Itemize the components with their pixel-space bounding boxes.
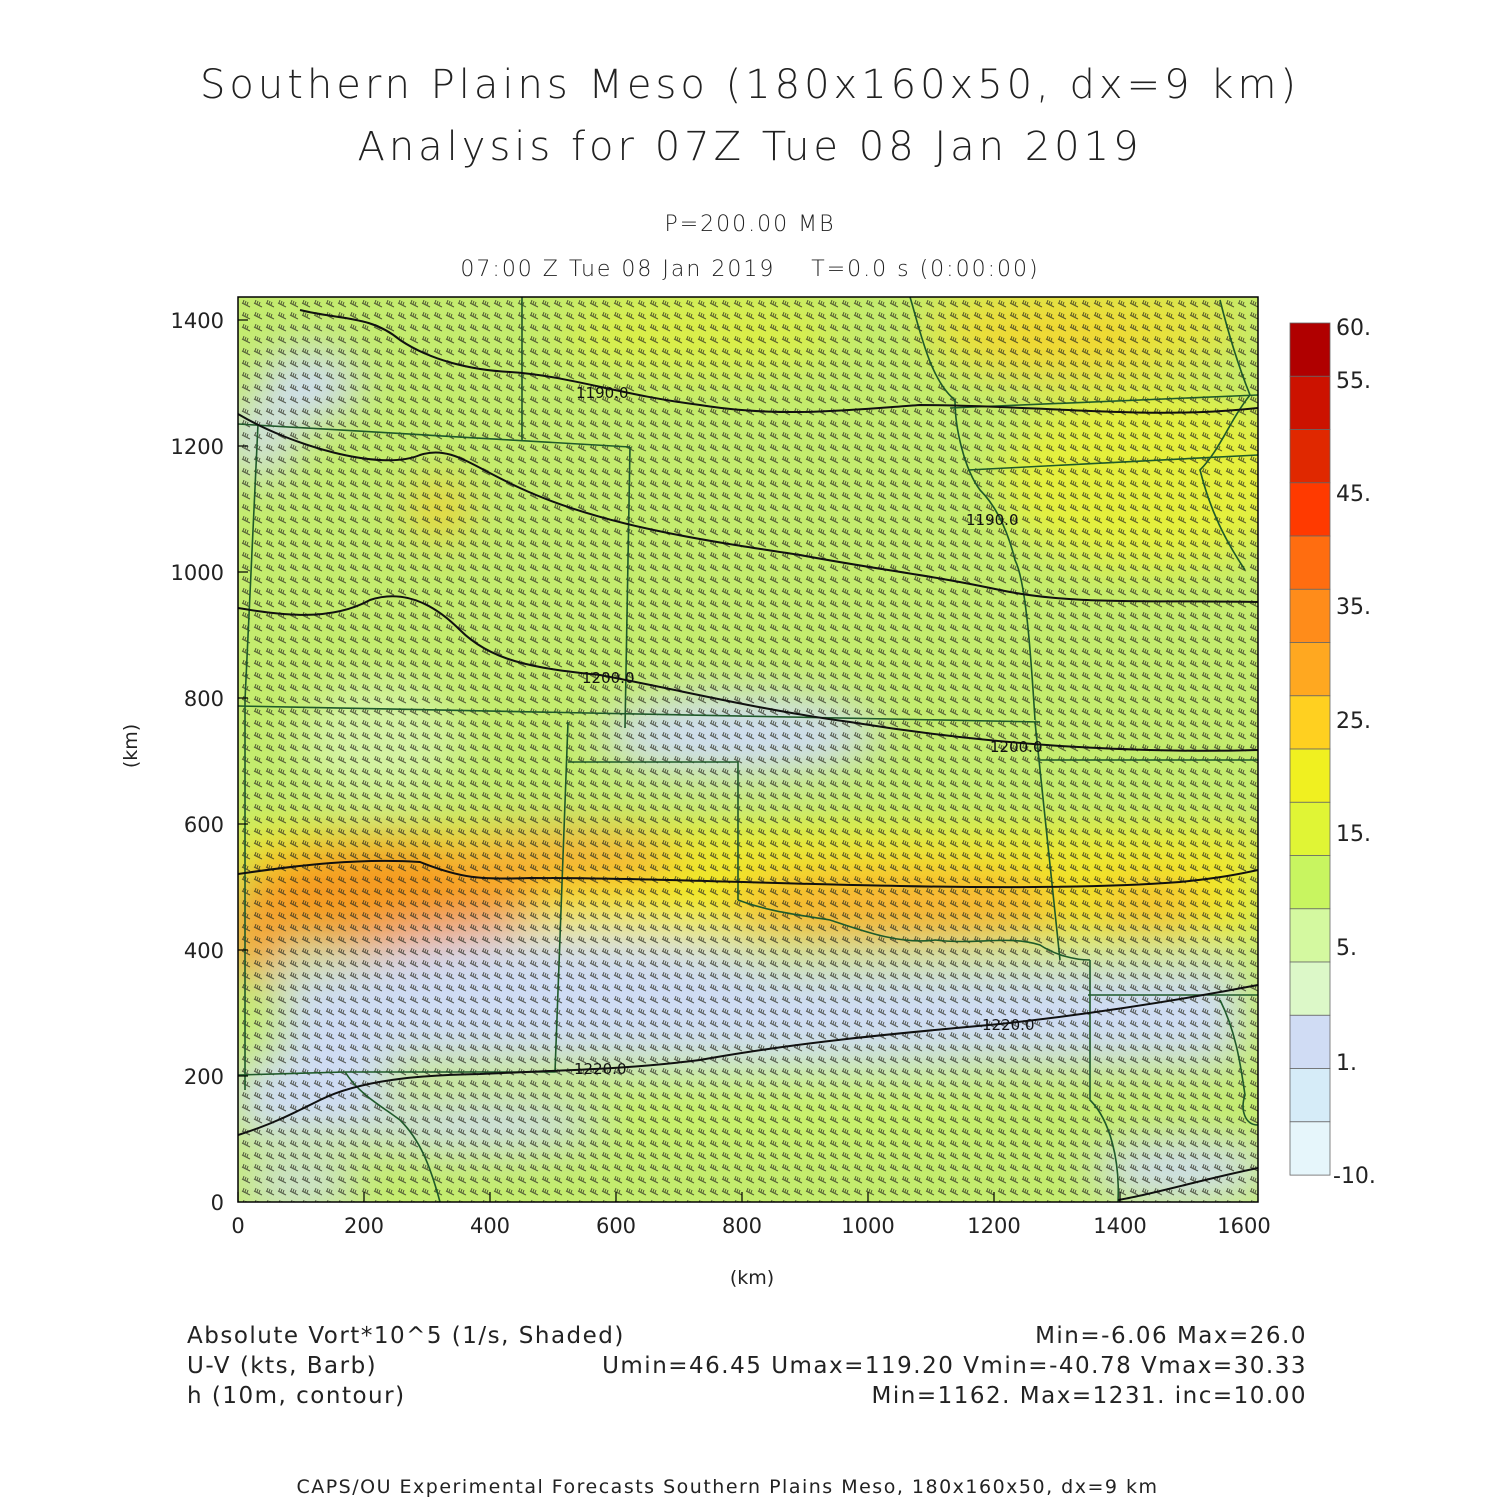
colorbar-segment <box>1289 429 1331 484</box>
contour-label: 1220.0 <box>574 1060 627 1078</box>
colorbar-labels: 60. 55. 45. 35. 25. 15. 5. 1. -10. <box>1333 316 1376 1189</box>
x-tick-label: 600 <box>596 1214 636 1238</box>
legend-height: h (10m, contour) <box>187 1383 406 1409</box>
colorbar-segment <box>1289 375 1331 430</box>
y-tick-label: 800 <box>184 687 224 711</box>
colorbar-segment <box>1289 801 1331 856</box>
colorbar-label: 5. <box>1336 936 1357 961</box>
y-tick-labels: 0 200 400 600 800 1000 1200 1400 <box>171 309 224 1215</box>
map-subtitle: Analysis for 07Z Tue 08 Jan 2019 <box>357 124 1143 170</box>
colorbar-segment <box>1289 642 1331 697</box>
legend-wind: U-V (kts, Barb) <box>187 1353 378 1379</box>
colorbar-segment <box>1289 482 1331 537</box>
y-tick-label: 200 <box>184 1065 224 1089</box>
legend-vorticity: Absolute Vort*10^5 (1/s, Shaded) <box>187 1323 625 1349</box>
state-boundaries <box>238 297 1258 1202</box>
x-tick-labels: 0 200 400 600 800 1000 1200 1400 1600 <box>231 1214 1270 1238</box>
colorbar <box>1289 322 1331 1176</box>
x-tick-label: 200 <box>344 1214 384 1238</box>
x-tick-label: 1200 <box>967 1214 1020 1238</box>
contour-label: 1220.0 <box>982 1016 1035 1034</box>
x-axis-title: (km) <box>730 1267 774 1289</box>
colorbar-segment <box>1289 588 1331 643</box>
colorbar-label: 15. <box>1336 822 1371 847</box>
valid-time: 07:00 Z Tue 08 Jan 2019 T=0.0 s (0:00:00… <box>460 257 1040 282</box>
stats-wind: Umin=46.45 Umax=119.20 Vmin=-40.78 Vmax=… <box>602 1353 1307 1379</box>
colorbar-segment <box>1289 1014 1331 1069</box>
height-contours <box>238 309 1258 1201</box>
colorbar-label: 35. <box>1336 595 1371 620</box>
contour-label: 1200.0 <box>582 669 635 687</box>
colorbar-segment <box>1289 1121 1331 1176</box>
stats-height: Min=1162. Max=1231. inc=10.00 <box>871 1383 1307 1409</box>
contour-label: 1200.0 <box>990 738 1043 756</box>
plot-frame <box>237 296 1259 1203</box>
y-tick-label: 1200 <box>171 435 224 459</box>
colorbar-segment <box>1289 695 1331 750</box>
y-tick-label: 1000 <box>171 561 224 585</box>
stats-vorticity: Min=-6.06 Max=26.0 <box>1035 1323 1307 1349</box>
contour-label: 1190.0 <box>966 511 1019 529</box>
colorbar-label: -10. <box>1333 1164 1376 1189</box>
vorticity-shading <box>238 297 1258 1202</box>
credit-line: CAPS/OU Experimental Forecasts Southern … <box>296 1476 1159 1498</box>
y-tick-label: 600 <box>184 813 224 837</box>
colorbar-segment <box>1289 961 1331 1016</box>
contour-labels: 1190.0 1190.0 1200.0 1200.0 1220.0 1220.… <box>574 384 1043 1078</box>
y-axis-title: (km) <box>120 724 142 768</box>
x-tick-label: 1000 <box>841 1214 894 1238</box>
y-tick-label: 1400 <box>171 309 224 333</box>
map-title: Southern Plains Meso (180x160x50, dx=9 k… <box>199 62 1301 108</box>
contour-label: 1190.0 <box>576 384 629 402</box>
colorbar-segment <box>1289 322 1331 377</box>
x-tick-label: 400 <box>470 1214 510 1238</box>
y-tick-label: 400 <box>184 939 224 963</box>
colorbar-label: 60. <box>1336 316 1371 341</box>
colorbar-segment <box>1289 855 1331 910</box>
x-tick-label: 800 <box>722 1214 762 1238</box>
colorbar-label: 45. <box>1336 482 1371 507</box>
pressure-level: P=200.00 MB <box>664 212 836 237</box>
axis-ticks <box>237 319 1121 1202</box>
colorbar-segment <box>1289 535 1331 590</box>
colorbar-segment <box>1289 908 1331 963</box>
y-tick-label: 0 <box>211 1191 224 1215</box>
colorbar-segment <box>1289 748 1331 803</box>
x-tick-label: 1600 <box>1217 1214 1270 1238</box>
x-tick-label: 1400 <box>1093 1214 1146 1238</box>
colorbar-label: 25. <box>1336 709 1371 734</box>
x-tick-label: 0 <box>231 1214 244 1238</box>
colorbar-label: 1. <box>1336 1051 1357 1076</box>
colorbar-label: 55. <box>1336 369 1371 394</box>
colorbar-segment <box>1289 1068 1331 1123</box>
